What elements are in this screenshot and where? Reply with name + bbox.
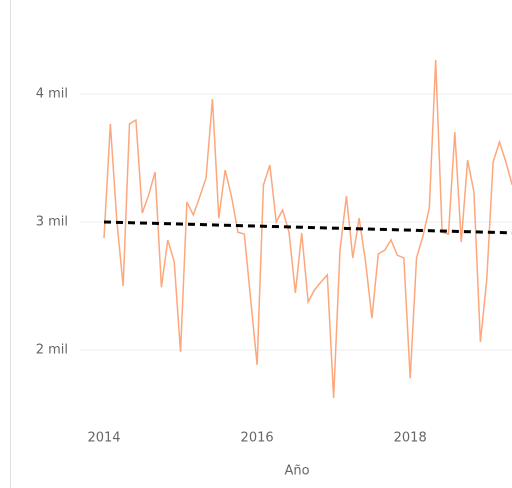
y-tick-label: 3 mil xyxy=(36,215,68,230)
x-tick-label: 2016 xyxy=(241,431,274,446)
x-axis-label: Año xyxy=(284,464,309,479)
x-tick-label: 2014 xyxy=(87,431,120,446)
x-tick-label: 2018 xyxy=(394,431,427,446)
y-tick-label: 2 mil xyxy=(36,343,68,358)
y-tick-label: 4 mil xyxy=(36,87,68,102)
data-line xyxy=(103,60,512,399)
trend-line xyxy=(103,220,512,235)
